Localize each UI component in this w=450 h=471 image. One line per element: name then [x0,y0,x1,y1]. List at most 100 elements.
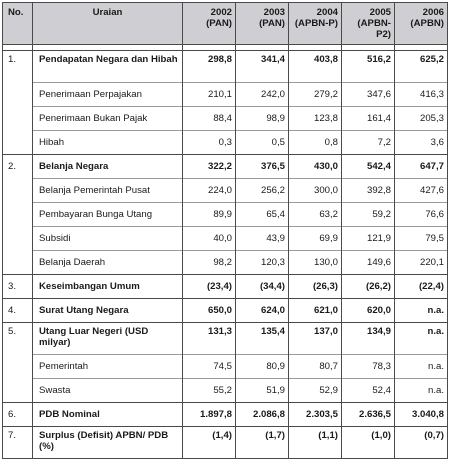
cell-2002: 322,2 [182,154,236,179]
table-row-1c: Hibah 0,3 0,5 0,8 7,2 3,6 [2,130,448,155]
cell-2003: 51,9 [235,378,289,403]
cell-2004: 63,2 [288,202,342,227]
cell-2005: 78,3 [341,354,395,379]
header-year-2003: 2003 (PAN) [235,2,289,45]
cell-2002: 0,3 [182,130,236,155]
cell-2005: (26,2) [341,274,395,299]
row-number [2,106,33,131]
row-number: 3. [2,274,33,299]
row-label: Penerimaan Bukan Pajak [32,106,183,131]
row-number: 1. [2,50,33,83]
table-row-2a: Belanja Pemerintah Pusat 224,0 256,2 300… [2,178,448,203]
row-label: Pemerintah [32,354,183,379]
header-year-2004: 2004 (APBN-P) [288,2,342,45]
cell-2005: 7,2 [341,130,395,155]
cell-2004: 2.303,5 [288,402,342,427]
cell-2002: 131,3 [182,322,236,355]
cell-2005: 620,0 [341,298,395,323]
cell-2002: 89,9 [182,202,236,227]
cell-2005: 134,9 [341,322,395,355]
row-number: 7. [2,426,33,459]
row-number [2,178,33,203]
row-label: Surplus (Defisit) APBN/ PDB (%) [32,426,183,459]
cell-2002: 55,2 [182,378,236,403]
cell-2003: (1,7) [235,426,289,459]
table-row-5b: Swasta 55,2 51,9 52,9 52,4 n.a. [2,378,448,403]
cell-2006: 220,1 [394,250,448,275]
table-row-5: 5. Utang Luar Negeri (USD milyar) 131,3 … [2,322,448,355]
cell-2005: (1,0) [341,426,395,459]
cell-2003: 80,9 [235,354,289,379]
row-label: Belanja Daerah [32,250,183,275]
cell-2003: 2.086,8 [235,402,289,427]
cell-2006: 3,6 [394,130,448,155]
header-no: No. [2,2,33,45]
cell-2006: 3.040,8 [394,402,448,427]
row-number [2,130,33,155]
cell-2002: 210,1 [182,82,236,107]
cell-2002: 298,8 [182,50,236,83]
cell-2002: 650,0 [182,298,236,323]
table-row-5a: Pemerintah 74,5 80,9 80,7 78,3 n.a. [2,354,448,379]
row-label: Utang Luar Negeri (USD milyar) [32,322,183,355]
cell-2005: 516,2 [341,50,395,83]
cell-2003: 0,5 [235,130,289,155]
cell-2004: (1,1) [288,426,342,459]
cell-2005: 392,8 [341,178,395,203]
cell-2006: (0,7) [394,426,448,459]
cell-2004: 52,9 [288,378,342,403]
row-label: Pendapatan Negara dan Hibah [32,50,183,83]
table-row-2b: Pembayaran Bunga Utang 89,9 65,4 63,2 59… [2,202,448,227]
row-number: 6. [2,402,33,427]
cell-2005: 2.636,5 [341,402,395,427]
cell-2006: 625,2 [394,50,448,83]
cell-2003: 120,3 [235,250,289,275]
cell-2004: 403,8 [288,50,342,83]
cell-2005: 161,4 [341,106,395,131]
row-number: 2. [2,154,33,179]
cell-2004: 80,7 [288,354,342,379]
cell-2003: 624,0 [235,298,289,323]
cell-2004: 137,0 [288,322,342,355]
cell-2002: (1,4) [182,426,236,459]
cell-2004: 0,8 [288,130,342,155]
row-number: 5. [2,322,33,355]
cell-2006: 416,3 [394,82,448,107]
row-label: Hibah [32,130,183,155]
cell-2003: 341,4 [235,50,289,83]
row-number [2,378,33,403]
cell-2004: 123,8 [288,106,342,131]
cell-2006: n.a. [394,354,448,379]
cell-2004: 300,0 [288,178,342,203]
row-label: PDB Nominal [32,402,183,427]
table-row-1a: Penerimaan Perpajakan 210,1 242,0 279,2 … [2,82,448,107]
cell-2002: 224,0 [182,178,236,203]
row-label: Pembayaran Bunga Utang [32,202,183,227]
cell-2003: 98,9 [235,106,289,131]
spacer-row [2,44,448,51]
row-number [2,82,33,107]
cell-2002: 40,0 [182,226,236,251]
cell-2003: (34,4) [235,274,289,299]
cell-2004: 279,2 [288,82,342,107]
cell-2005: 59,2 [341,202,395,227]
table-row-2d: Belanja Daerah 98,2 120,3 130,0 149,6 22… [2,250,448,275]
cell-2006: n.a. [394,322,448,355]
cell-2004: 430,0 [288,154,342,179]
cell-2002: 88,4 [182,106,236,131]
cell-2005: 52,4 [341,378,395,403]
table-row-1: 1. Pendapatan Negara dan Hibah 298,8 341… [2,50,448,83]
cell-2005: 149,6 [341,250,395,275]
row-label: Keseimbangan Umum [32,274,183,299]
cell-2004: 130,0 [288,250,342,275]
row-label: Swasta [32,378,183,403]
cell-2006: n.a. [394,298,448,323]
row-label: Penerimaan Perpajakan [32,82,183,107]
table-row-2: 2. Belanja Negara 322,2 376,5 430,0 542,… [2,154,448,179]
cell-2006: 76,6 [394,202,448,227]
row-label: Surat Utang Negara [32,298,183,323]
cell-2003: 376,5 [235,154,289,179]
cell-2006: (22,4) [394,274,448,299]
cell-2003: 135,4 [235,322,289,355]
